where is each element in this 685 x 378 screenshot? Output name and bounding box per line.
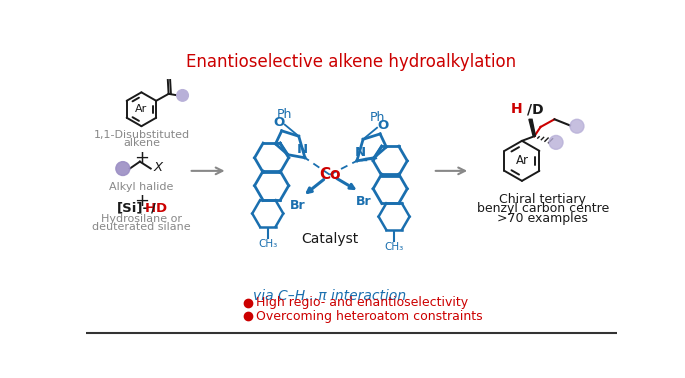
- Text: /D: /D: [527, 102, 544, 116]
- Text: CH₃: CH₃: [258, 239, 277, 249]
- Text: CH₃: CH₃: [384, 242, 403, 252]
- Text: H: H: [145, 202, 155, 215]
- Text: H: H: [511, 102, 523, 116]
- Text: Ar: Ar: [136, 104, 147, 114]
- Text: X: X: [154, 161, 163, 174]
- Text: Br: Br: [356, 195, 372, 208]
- Text: Ph: Ph: [277, 108, 292, 121]
- Text: D: D: [155, 202, 166, 215]
- Text: Ar: Ar: [515, 154, 528, 167]
- Text: N: N: [297, 143, 308, 156]
- Circle shape: [549, 135, 563, 149]
- Text: Overcoming heteroatom constraints: Overcoming heteroatom constraints: [256, 310, 483, 323]
- Text: Co: Co: [319, 167, 340, 182]
- Text: 1,1-Disubstituted: 1,1-Disubstituted: [93, 130, 190, 140]
- Circle shape: [116, 162, 129, 175]
- Text: O: O: [377, 119, 389, 132]
- Text: N: N: [354, 146, 366, 159]
- Text: +: +: [134, 149, 149, 167]
- Text: Chiral tertiary: Chiral tertiary: [499, 193, 586, 206]
- Text: Alkyl halide: Alkyl halide: [109, 183, 173, 192]
- Text: deuterated silane: deuterated silane: [92, 222, 190, 232]
- Text: Ph: Ph: [369, 111, 385, 124]
- Text: Hydrosilane or: Hydrosilane or: [101, 214, 182, 224]
- Text: +: +: [134, 192, 149, 211]
- Text: High regio- and enantioselectivity: High regio- and enantioselectivity: [256, 296, 469, 309]
- Text: >70 examples: >70 examples: [497, 212, 588, 225]
- Text: /: /: [151, 202, 155, 215]
- Text: O: O: [273, 116, 284, 129]
- Circle shape: [570, 119, 584, 133]
- Text: Enantioselective alkene hydroalkylation: Enantioselective alkene hydroalkylation: [186, 53, 516, 71]
- Text: Catalyst: Catalyst: [301, 232, 358, 246]
- Text: benzyl carbon centre: benzyl carbon centre: [477, 203, 609, 215]
- Text: [Si]-: [Si]-: [116, 202, 149, 215]
- Text: via C–H...π interaction: via C–H...π interaction: [253, 289, 406, 303]
- Circle shape: [177, 90, 188, 101]
- Text: Br: Br: [290, 199, 306, 212]
- Text: alkene: alkene: [123, 138, 160, 148]
- Polygon shape: [529, 119, 536, 136]
